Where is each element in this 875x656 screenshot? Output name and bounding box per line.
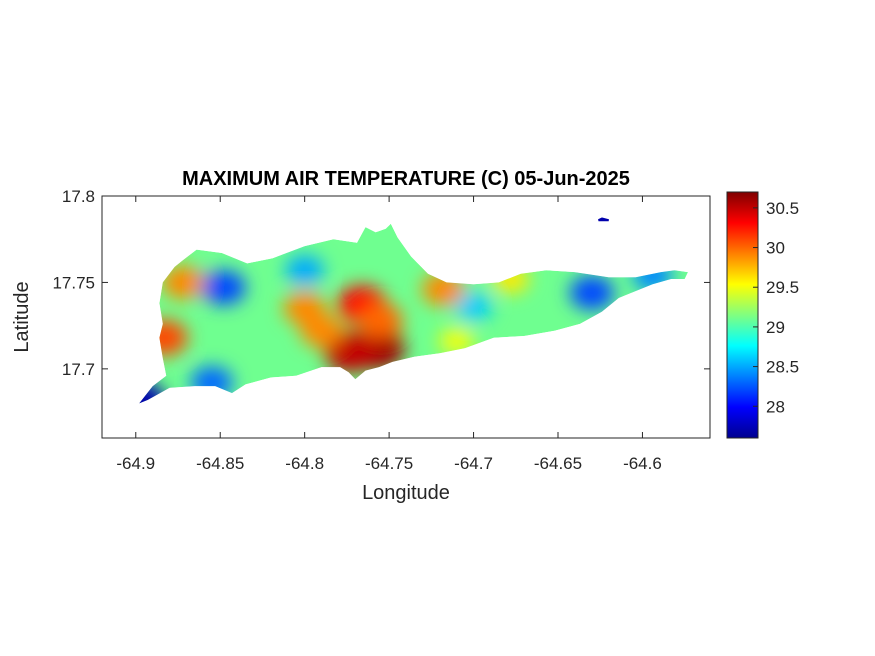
colorbar-tick-label: 29 <box>766 318 785 337</box>
island-base-fill <box>139 223 688 404</box>
coldspot-4 <box>569 275 614 311</box>
x-tick-label: -64.6 <box>623 454 662 473</box>
y-tick-label: 17.7 <box>62 360 95 379</box>
x-tick-label: -64.75 <box>365 454 413 473</box>
x-tick-label: -64.9 <box>116 454 155 473</box>
colorbar-tick-label: 28 <box>766 397 785 416</box>
coldspot-0 <box>201 270 246 305</box>
hotspot-8 <box>421 272 465 306</box>
coldspot-5 <box>139 380 166 404</box>
colorbar-tick-label: 30.5 <box>766 199 799 218</box>
hotspot-7 <box>161 265 205 300</box>
hotspot-6 <box>141 319 188 356</box>
axes-box <box>101 195 711 439</box>
coldspot-1 <box>285 255 325 286</box>
y-tick-label: 17.75 <box>52 273 95 292</box>
x-tick-label: -64.8 <box>285 454 324 473</box>
x-axis-label: Longitude <box>362 482 450 504</box>
colorbar: 28 28.5 29 29.5 30 30.5 <box>726 191 799 439</box>
x-tick-label: -64.65 <box>534 454 582 473</box>
coldspot-3 <box>455 292 493 322</box>
colorbar-ticks: 28 28.5 29 29.5 30 30.5 <box>753 199 799 416</box>
x-tick-label: -64.7 <box>454 454 493 473</box>
map-plot-area <box>139 217 688 404</box>
colorbar-tick-label: 30 <box>766 239 785 258</box>
coldspot-6 <box>632 259 673 292</box>
hotspot-10 <box>439 327 475 356</box>
x-tick-label: -64.85 <box>196 454 244 473</box>
colorbar-tick-label: 28.5 <box>766 358 799 377</box>
hotspot-9 <box>492 264 530 294</box>
colorbar-tick-label: 29.5 <box>766 278 799 297</box>
y-axis-label: Latitude <box>11 281 33 352</box>
chart-title: MAXIMUM AIR TEMPERATURE (C) 05-Jun-2025 <box>182 168 630 190</box>
islet-shape <box>598 217 609 222</box>
hotspot-5 <box>283 291 326 325</box>
colorbar-gradient <box>726 191 759 439</box>
hotspot-3 <box>358 303 403 338</box>
y-tick-label: 17.8 <box>62 187 95 206</box>
coldspot-2 <box>190 366 233 400</box>
y-axis-ticks: 17.7 17.75 17.8 <box>52 187 710 379</box>
x-axis-ticks: -64.9 -64.85 -64.8 -64.75 -64.7 -64.65 -64.6 <box>116 196 662 473</box>
